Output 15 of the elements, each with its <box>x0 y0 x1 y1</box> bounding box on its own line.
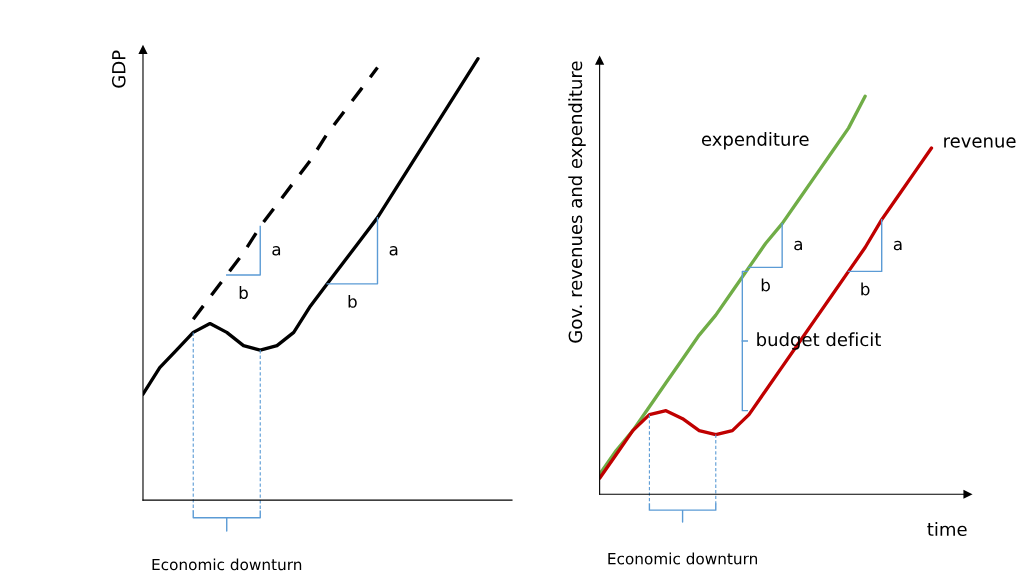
annotation: a <box>893 240 902 251</box>
text: Economic downturn <box>152 558 302 571</box>
x-axis-title: time <box>927 522 967 537</box>
text: Economic downturn <box>608 552 757 565</box>
annotation: a <box>389 246 398 256</box>
series-label: revenue <box>944 137 1016 148</box>
annotation: b <box>761 278 770 292</box>
y-axis-title: Gov. revenues and expenditure <box>568 61 586 343</box>
y-axis-title: GDP <box>111 50 126 88</box>
annotation: a <box>272 246 281 256</box>
annotation: a <box>794 240 802 251</box>
annotation: b <box>861 282 870 296</box>
series-label: expenditure <box>701 131 809 150</box>
annotation: b <box>348 294 357 308</box>
annotation: b <box>239 286 248 300</box>
